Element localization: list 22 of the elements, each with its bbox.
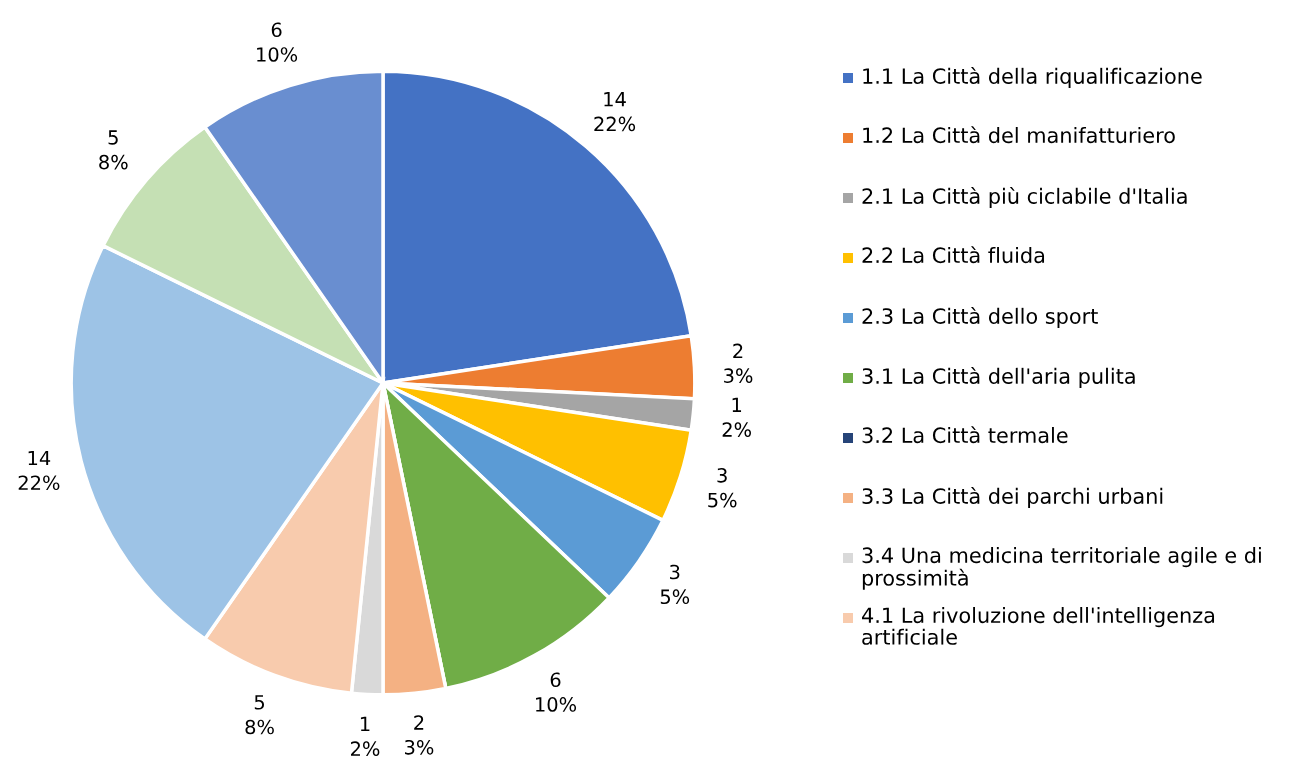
data-label: 2 3% (405, 715, 434, 755)
data-label: 3 5% (708, 467, 737, 508)
data-label: 2 3% (724, 343, 753, 383)
data-label: 6 10% (257, 22, 298, 62)
data-label: 5 8% (245, 695, 274, 735)
legend-label: 3.4 Una medicina territoriale agile e di prossimità (862, 547, 1261, 590)
data-label: 5 8% (99, 130, 128, 170)
legend-label: 1.2 La Città del manifatturiero (863, 126, 1175, 144)
legend-label: 2.1 La Città più ciclabile d'Italia (862, 187, 1187, 208)
legend-label: 1.1 La Città della riqualificazione (863, 67, 1202, 88)
legend-label: 4.1 La rivoluzione dell'intelligenza artificiale (862, 607, 1215, 645)
legend-label: 2.2 La Città fluida (862, 246, 1045, 264)
legend-label: 2.3 La Città dello sport (862, 307, 1098, 328)
data-label: 14 22% (18, 450, 60, 491)
data-label: 14 22% (594, 92, 636, 132)
data-label: 3 5% (660, 564, 690, 605)
legend-label: 3.2 La Città termale (862, 426, 1068, 444)
data-label: 1 2% (722, 397, 751, 437)
data-label: 1 2% (351, 716, 380, 757)
data-label: 6 10% (536, 672, 577, 712)
legend-label: 3.1 La Città dell'aria pulita (862, 367, 1135, 388)
legend-label: 3.3 La Città dei parchi urbani (862, 487, 1163, 508)
